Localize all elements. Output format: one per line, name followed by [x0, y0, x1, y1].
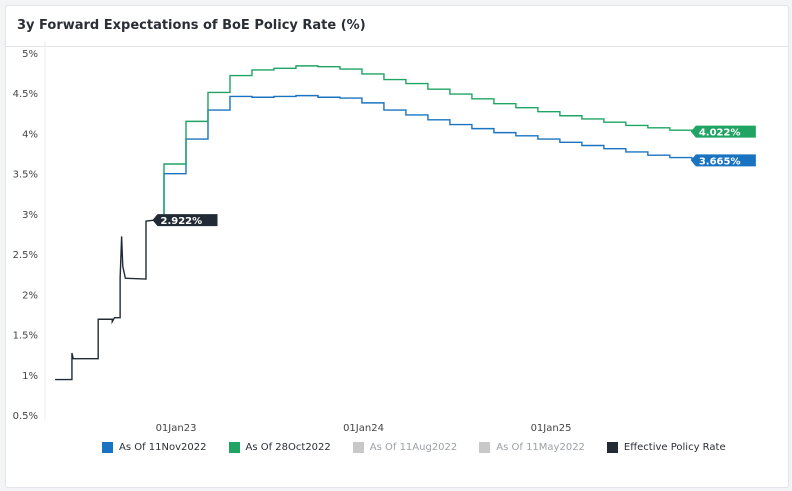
series-line-1[interactable] [163, 65, 693, 214]
chart-card: 3y Forward Expectations of BoE Policy Ra… [5, 5, 789, 488]
legend-label: Effective Policy Rate [623, 442, 726, 453]
end-value-label-0-bg [690, 154, 756, 167]
x-tick-label: 01Jan25 [531, 423, 572, 434]
y-tick-label: 2% [22, 290, 38, 301]
end-value-label-4: 2.922% [161, 216, 203, 227]
end-value-label-4-bg [152, 214, 218, 227]
y-tick-label: 2.5% [13, 250, 38, 261]
end-value-label-1: 4.022% [699, 128, 741, 139]
chart-title: 3y Forward Expectations of BoE Policy Ra… [17, 18, 366, 33]
x-tick-label: 01Jan24 [343, 423, 384, 434]
y-tick-label: 3.5% [13, 170, 38, 181]
legend-swatch [352, 442, 364, 453]
y-tick-label: 4.5% [13, 89, 38, 100]
y-tick-label: 0.5% [13, 411, 38, 422]
legend-item[interactable]: Effective Policy Rate [606, 442, 726, 453]
legend: As Of 11Nov2022 As Of 28Oct2022 As Of 11Au… [102, 442, 726, 453]
legend-label: As Of 11May2022 [496, 442, 585, 453]
y-tick-label: 1.5% [13, 331, 38, 342]
legend-item[interactable]: As Of 11May2022 [479, 442, 585, 453]
y-tick-label: 1% [22, 371, 38, 382]
end-value-label-0: 3.665% [699, 156, 741, 167]
legend-item[interactable]: As Of 11Aug2022 [352, 442, 458, 453]
divider [6, 46, 788, 47]
legend-item[interactable]: As Of 11Nov2022 [102, 442, 207, 453]
y-tick-label: 4% [22, 129, 38, 140]
y-tick-label: 3% [22, 210, 38, 221]
series-line-4[interactable] [55, 219, 154, 381]
end-value-label-1-bg [690, 125, 756, 138]
legend-swatch [228, 442, 240, 453]
legend-label: As Of 11Nov2022 [119, 442, 207, 453]
legend-swatch [479, 442, 491, 453]
x-tick-label: 01Jan23 [156, 423, 197, 434]
series-line-0[interactable] [163, 94, 693, 221]
y-tick-label: 5% [22, 49, 38, 60]
legend-label: As Of 28Oct2022 [245, 442, 331, 453]
legend-swatch [606, 442, 618, 453]
legend-label: As Of 11Aug2022 [369, 442, 458, 453]
legend-item[interactable]: As Of 28Oct2022 [228, 442, 331, 453]
legend-swatch [102, 442, 113, 453]
